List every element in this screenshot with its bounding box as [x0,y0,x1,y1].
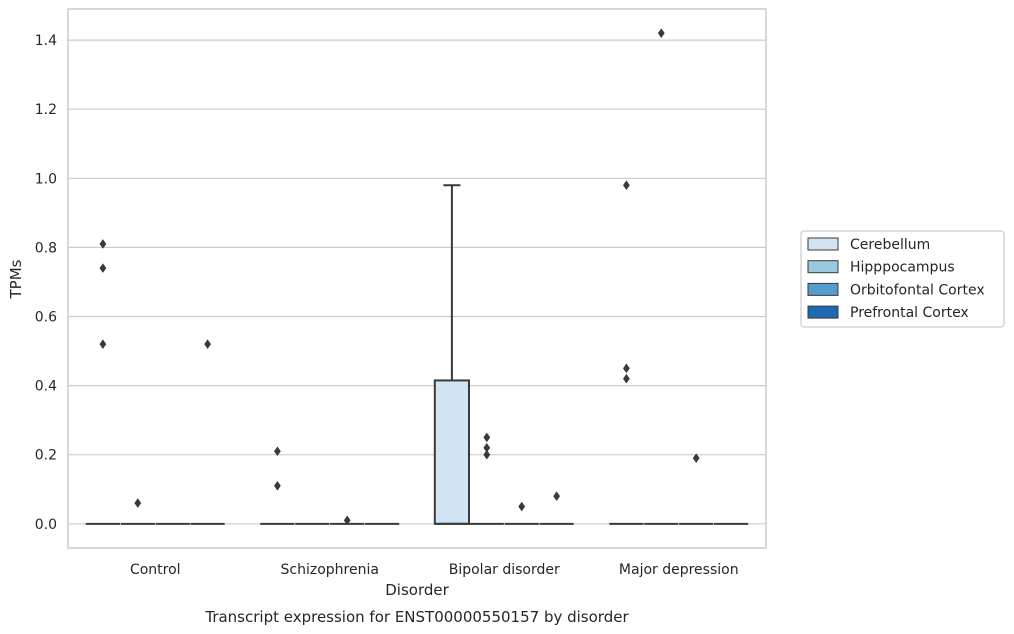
outlier-point [204,339,211,349]
x-tick-labels: Control Schizophrenia Bipolar disorder Majo… [130,562,739,578]
legend-swatch [807,237,839,251]
y-axis-label: TPMs [7,259,25,299]
outlier-point [623,373,630,384]
legend-swatch [807,305,839,319]
outlier-point [657,28,665,38]
legend-label: Prefrontal Cortex [850,305,969,321]
legend: Cerebellum Hipppocampus Orbitofontal Corte… [800,230,1005,328]
y-tick-label: 0.8 [35,240,57,256]
outlier-layer [99,28,700,526]
outlier-point [343,515,351,526]
outlier-point [623,180,630,191]
outlier-point [483,432,491,443]
outlier-point [99,239,107,249]
legend-label: Hipppocampus [850,260,955,276]
y-tick-label: 0.2 [35,448,57,464]
y-tick-label: 0.0 [35,517,57,533]
x-axis-label: Disorder [385,581,449,599]
y-tick-label: 1.2 [35,102,57,118]
x-tick-label: Major depression [619,562,739,578]
legend-swatch [807,282,839,296]
legend-label: Cerebellum [850,237,930,253]
legend-frame [800,230,1005,328]
outlier-point [99,263,107,273]
chart-caption: Transcript expression for ENST0000055015… [204,608,629,626]
y-tick-label: 0.4 [35,379,57,395]
box-series-layer [85,184,749,525]
outlier-point [483,449,491,460]
legend-label: Orbitofontal Cortex [850,282,985,298]
y-tick-label: 0.6 [35,310,57,326]
outlier-point [553,491,560,501]
x-tick-label: Schizophrenia [281,562,379,578]
outlier-point [99,339,107,349]
x-tick-label: Bipolar disorder [449,562,560,578]
outlier-point [518,501,526,512]
y-tick-label: 1.4 [35,33,57,49]
x-tick-label: Control [130,562,181,578]
outlier-point [692,453,700,463]
legend-swatch [807,260,839,274]
outlier-point [274,446,281,457]
box [433,379,471,525]
outlier-point [483,443,491,453]
plot-frame [67,8,767,549]
outlier-point [623,363,630,374]
outlier-point [134,498,142,508]
y-tick-label: 1.0 [35,171,57,187]
outlier-point [274,481,281,491]
y-tick-labels: 0.0 0.2 0.4 0.6 0.8 1.0 1.2 1.4 [35,33,57,533]
